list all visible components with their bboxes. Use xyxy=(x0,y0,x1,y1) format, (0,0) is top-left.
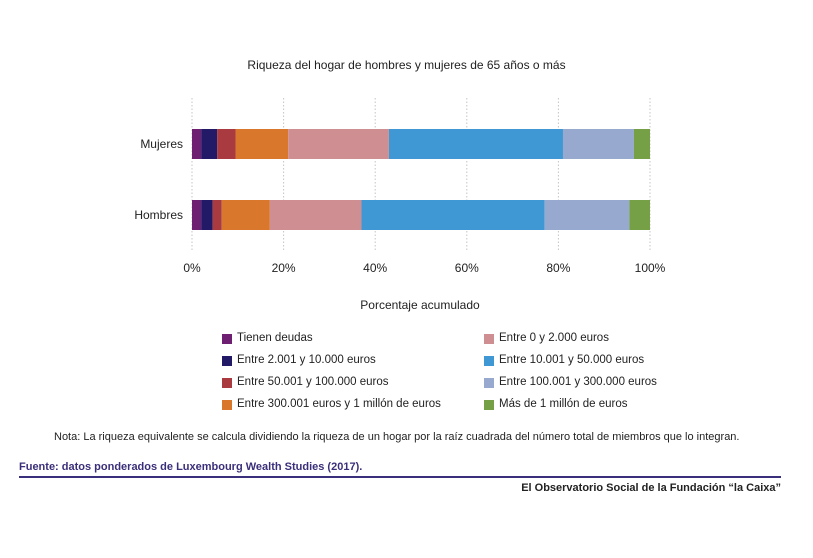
x-axis-title: Porcentaje acumulado xyxy=(360,298,480,312)
category-label: Mujeres xyxy=(140,137,183,151)
divider xyxy=(19,476,781,478)
legend-swatch xyxy=(484,378,494,388)
chart-plot: Mujeres Hombres 0% 20% 40% 60% 80% 100% xyxy=(134,98,666,275)
bar-segment xyxy=(562,129,634,159)
bar-segment xyxy=(192,200,202,230)
bar-segment xyxy=(221,200,270,230)
note-text: Nota: La riqueza equivalente se calcula … xyxy=(54,431,740,443)
legend-swatch xyxy=(484,400,494,410)
x-tick-label: 20% xyxy=(272,261,296,275)
legend-label: Más de 1 millón de euros xyxy=(499,398,628,410)
bar-segment xyxy=(235,129,289,159)
bar-segment xyxy=(269,200,362,230)
legend-label: Entre 0 y 2.000 euros xyxy=(499,332,609,344)
bar-segment xyxy=(629,200,650,230)
legend-swatch xyxy=(484,334,494,344)
legend-label: Entre 50.001 y 100.000 euros xyxy=(237,376,389,388)
category-label: Hombres xyxy=(134,208,183,222)
bar-segment xyxy=(388,129,563,159)
legend-swatch xyxy=(484,356,494,366)
bar-segment xyxy=(201,200,213,230)
footer-text: El Observatorio Social de la Fundación “… xyxy=(521,482,781,494)
x-tick-label: 60% xyxy=(455,261,479,275)
category-labels: Mujeres Hombres xyxy=(134,137,183,222)
chart-title: Riqueza del hogar de hombres y mujeres d… xyxy=(247,58,566,72)
bar-segment xyxy=(633,129,650,159)
bar-segment xyxy=(212,200,222,230)
x-tick-label: 0% xyxy=(183,261,201,275)
x-tick-label: 40% xyxy=(363,261,387,275)
legend-label: Tienen deudas xyxy=(237,332,313,344)
bar-segment xyxy=(217,129,236,159)
legend-swatch xyxy=(222,356,232,366)
bar-segment xyxy=(361,200,545,230)
legend-label: Entre 10.001 y 50.000 euros xyxy=(499,354,645,366)
legend-label: Entre 2.001 y 10.000 euros xyxy=(237,354,376,366)
x-tick-label: 100% xyxy=(635,261,666,275)
bar-segments xyxy=(192,129,650,230)
x-tick-label: 80% xyxy=(546,261,570,275)
bar-segment xyxy=(201,129,218,159)
legend-label: Entre 100.001 y 300.000 euros xyxy=(499,376,657,388)
grid-lines xyxy=(191,98,651,252)
bar-segment xyxy=(544,200,630,230)
bar-segment xyxy=(192,129,202,159)
bar-segment xyxy=(288,129,389,159)
legend-swatch xyxy=(222,400,232,410)
legend-swatch xyxy=(222,378,232,388)
legend-swatch xyxy=(222,334,232,344)
source-text: Fuente: datos ponderados de Luxembourg W… xyxy=(19,461,363,473)
legend-label: Entre 300.001 euros y 1 millón de euros xyxy=(237,398,441,410)
x-tick-labels: 0% 20% 40% 60% 80% 100% xyxy=(183,261,665,275)
